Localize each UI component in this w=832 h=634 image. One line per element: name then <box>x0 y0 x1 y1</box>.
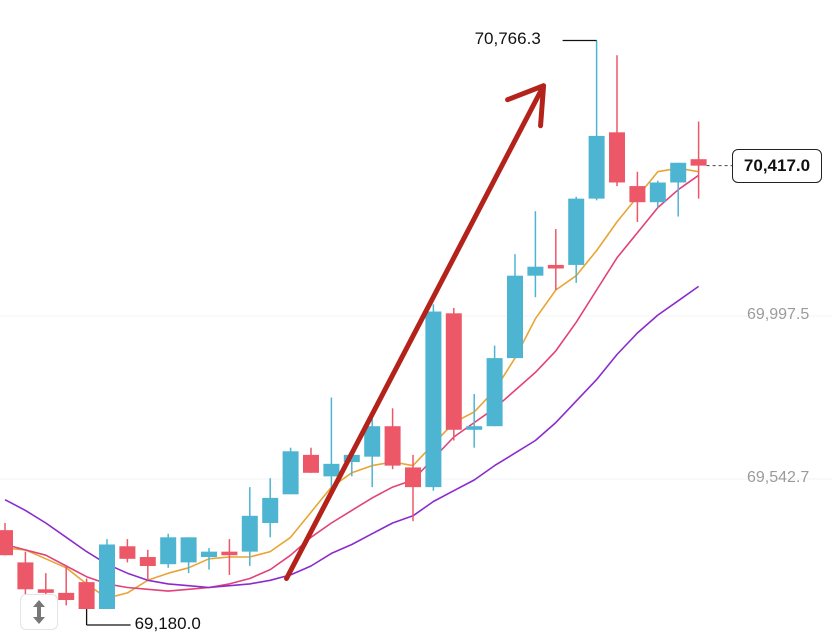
candle <box>384 408 401 470</box>
candle <box>160 533 177 568</box>
candle <box>58 565 75 606</box>
candle-body <box>78 582 95 609</box>
candle <box>262 478 279 538</box>
candle-body <box>303 454 319 473</box>
candle-body <box>201 551 217 558</box>
candle <box>466 393 483 448</box>
candle-body <box>547 264 564 269</box>
candle-body <box>609 132 625 183</box>
candle <box>445 307 462 441</box>
candle-body <box>0 530 13 556</box>
candle-body <box>588 135 605 199</box>
candle-body <box>119 546 136 559</box>
candle-body <box>670 162 687 183</box>
candle <box>17 551 34 602</box>
moving-average-line <box>4 167 699 600</box>
grid-lines <box>0 315 832 480</box>
candle-body <box>425 311 442 488</box>
candle <box>425 304 442 491</box>
candle <box>0 522 13 556</box>
candle-body <box>221 551 238 556</box>
candle <box>568 196 585 283</box>
candle-body <box>364 426 381 457</box>
candle <box>609 55 625 187</box>
candle-body <box>99 544 115 609</box>
candle <box>364 415 381 488</box>
candle-body <box>17 562 34 590</box>
candle <box>282 447 299 495</box>
candle <box>547 229 564 291</box>
candle <box>119 539 136 563</box>
moving-average-line <box>4 285 700 589</box>
candle-body <box>323 463 340 477</box>
candle <box>78 578 95 609</box>
candle <box>527 211 544 298</box>
candle-body <box>507 275 523 359</box>
candle-body <box>282 451 299 495</box>
vertical-scale-toggle-button[interactable] <box>20 594 58 630</box>
candle <box>99 539 115 609</box>
candle <box>180 537 197 574</box>
candle <box>405 454 421 522</box>
trend-arrow-shaft <box>284 83 547 582</box>
candle-body <box>241 515 258 552</box>
candle-body <box>445 313 462 430</box>
candle-body <box>405 467 421 488</box>
candle-body <box>58 592 75 601</box>
moving-average-lines <box>4 167 700 600</box>
moving-average-line <box>4 174 700 592</box>
candle-body <box>384 426 401 466</box>
extreme-markers <box>85 39 732 626</box>
candles <box>0 40 707 609</box>
price-axis-label: 69,997.5 <box>747 306 810 323</box>
vertical-arrows-icon <box>33 600 45 624</box>
candle-body <box>629 186 646 203</box>
candle-body <box>568 198 585 265</box>
current-price-tag: 70,417.0 <box>732 148 822 183</box>
candle-body <box>139 557 156 566</box>
candle <box>649 180 666 208</box>
candle-body <box>262 497 279 523</box>
candle-body <box>37 589 54 593</box>
candle-body <box>527 266 544 276</box>
candle-body <box>180 537 197 563</box>
candle <box>629 171 646 222</box>
candle-body <box>690 159 707 166</box>
candle <box>588 40 605 201</box>
low-price-label: 69,180.0 <box>134 613 201 633</box>
candle-body <box>486 358 503 427</box>
candle <box>486 345 503 427</box>
trend-arrow-head <box>505 83 547 129</box>
candle <box>507 254 523 359</box>
candle-body <box>160 537 177 565</box>
candle <box>241 487 258 566</box>
candle <box>139 549 156 581</box>
candle-body <box>649 182 666 203</box>
candle <box>201 548 217 570</box>
candle <box>221 539 238 575</box>
candle <box>670 162 687 217</box>
candle <box>323 397 340 495</box>
candle-body <box>466 426 483 430</box>
high-price-label: 70,766.3 <box>474 29 541 49</box>
candle <box>690 121 707 199</box>
candle <box>303 447 319 473</box>
price-axis-label: 69,542.7 <box>747 469 810 486</box>
trend-arrow <box>284 83 547 582</box>
